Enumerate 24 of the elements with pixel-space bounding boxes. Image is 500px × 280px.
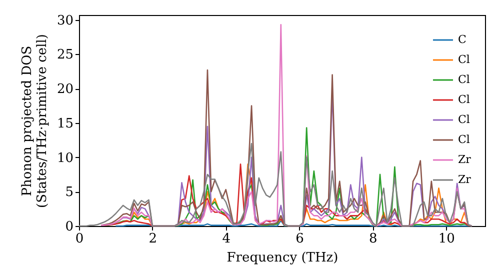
- x-tick-label: 2: [148, 232, 158, 246]
- y-axis-title: Phonon projected DOS (States/THz·primitive cell): [20, 34, 50, 208]
- x-axis-title: Frequency (THz): [226, 250, 338, 266]
- legend-label: Cl: [458, 113, 470, 126]
- legend-label: Cl: [458, 133, 470, 146]
- x-tick-label: 8: [369, 232, 378, 246]
- y-tick-label: 20: [56, 82, 74, 98]
- legend-label: Cl: [458, 93, 470, 106]
- x-tick-label: 4: [222, 232, 230, 246]
- y-tick-label: 25: [56, 48, 74, 63]
- y-tick-label: 0: [65, 220, 74, 234]
- legend-label: Cl: [458, 73, 470, 86]
- y-tick-label: 30: [56, 13, 74, 28]
- y-tick-label: 15: [56, 116, 74, 132]
- x-tick-label: 6: [296, 232, 304, 246]
- legend-label: Zr: [458, 173, 472, 186]
- x-tick-label: 0: [75, 232, 84, 246]
- y-tick-label: 10: [56, 150, 74, 166]
- legend-label: C: [458, 33, 466, 46]
- legend-label: Zr: [458, 153, 472, 166]
- legend-label: Cl: [458, 53, 470, 66]
- x-tick-label: 10: [438, 232, 455, 246]
- line-series: [78, 142, 472, 227]
- y-tick-label: 5: [65, 185, 74, 200]
